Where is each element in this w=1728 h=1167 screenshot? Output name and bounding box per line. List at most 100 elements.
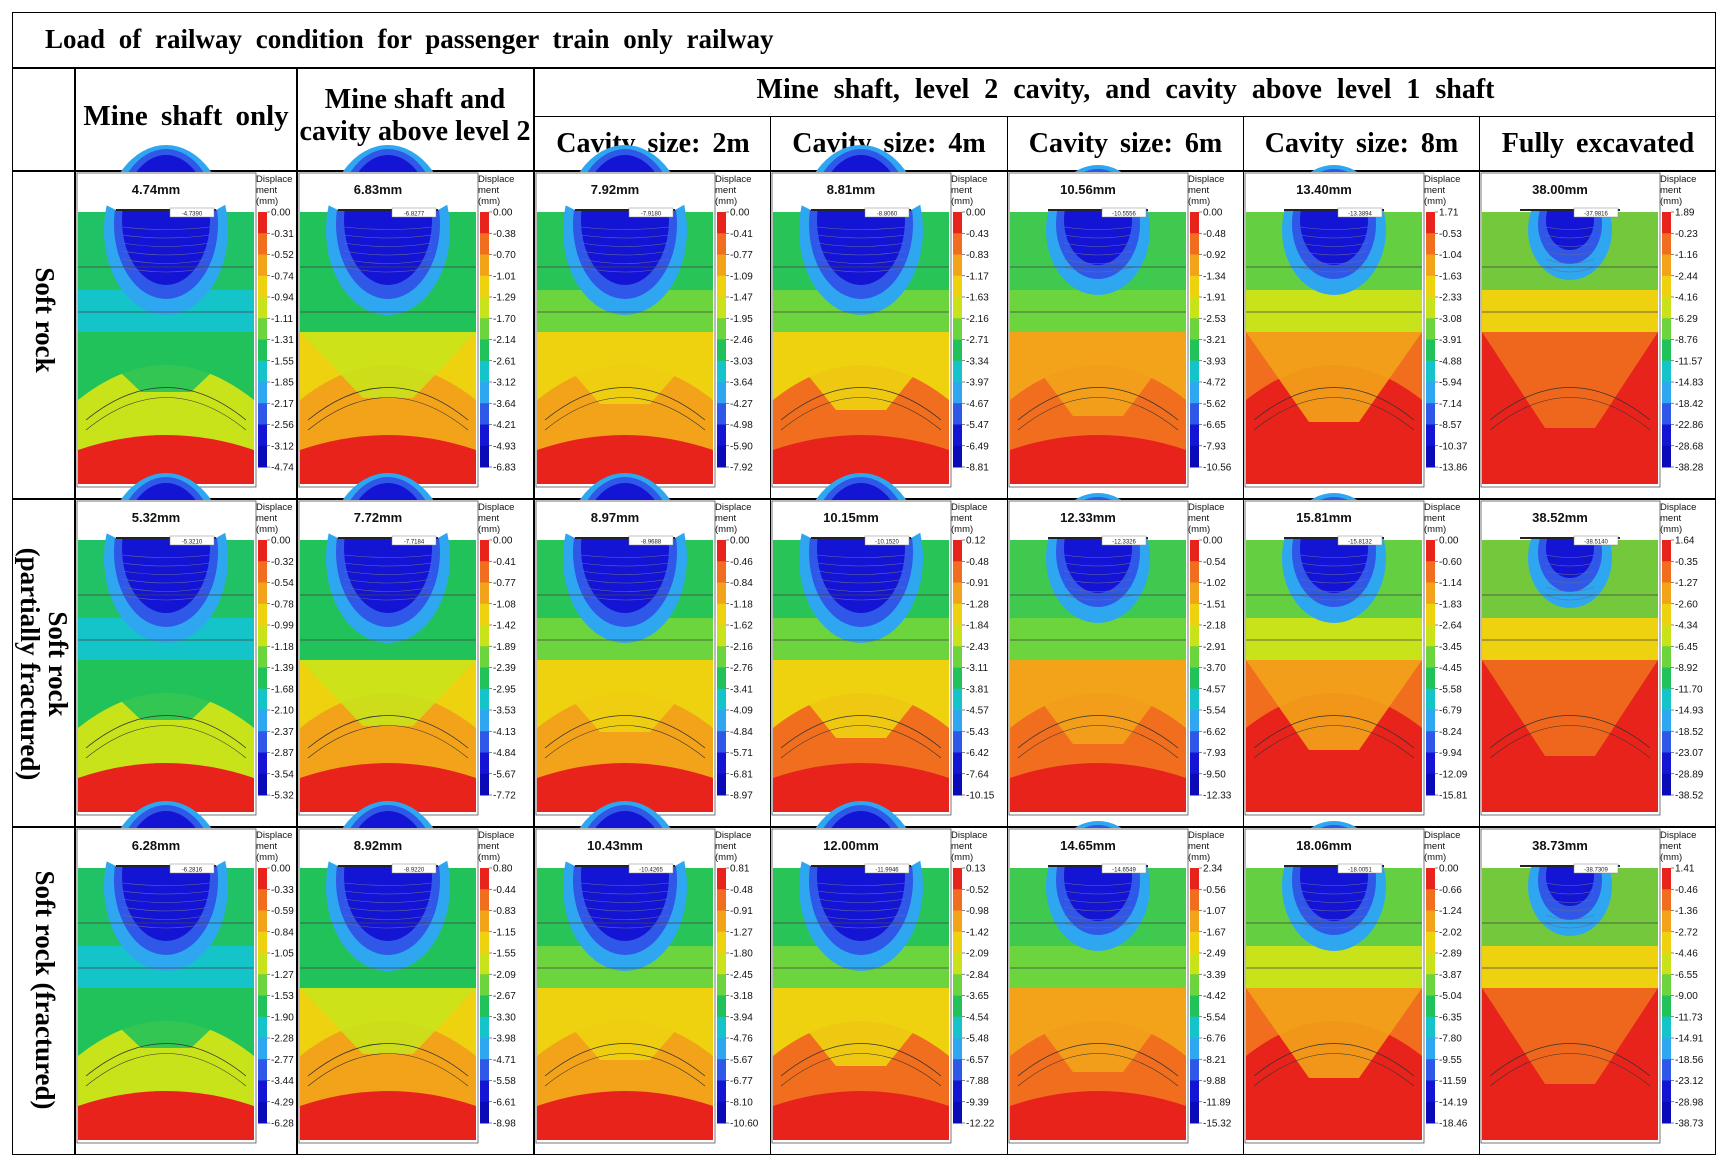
legend-swatch bbox=[1190, 1016, 1199, 1039]
legend-swatch bbox=[1426, 1016, 1435, 1039]
legend-swatch bbox=[480, 212, 489, 234]
legend-swatch bbox=[953, 889, 962, 911]
contour-line bbox=[1063, 266, 1133, 273]
legend-swatch bbox=[480, 931, 489, 954]
legend-title: Displace ment (mm) bbox=[951, 174, 987, 207]
legend-swatch bbox=[1426, 360, 1435, 383]
legend-value: -2.53 bbox=[1203, 314, 1226, 325]
middle-wedge bbox=[300, 332, 476, 398]
contour-line bbox=[343, 250, 433, 256]
legend-swatch bbox=[717, 868, 726, 890]
legend-swatch bbox=[1662, 868, 1671, 890]
probe-tag bbox=[628, 863, 674, 874]
contour-line bbox=[121, 898, 211, 903]
legend-value: -11.57 bbox=[1675, 356, 1703, 367]
legend-swatch bbox=[953, 445, 962, 468]
legend-swatch bbox=[953, 382, 962, 404]
arch-line bbox=[1489, 725, 1651, 759]
contour-line bbox=[121, 914, 211, 920]
legend-swatch bbox=[258, 625, 267, 647]
legend-swatch bbox=[953, 403, 962, 425]
contour-line bbox=[816, 882, 906, 886]
legend-swatch bbox=[258, 773, 267, 796]
legend-value: 0.00 bbox=[730, 208, 750, 219]
legend-swatch bbox=[1426, 1059, 1435, 1081]
legend-value: -1.89 bbox=[493, 642, 516, 653]
probe-value: -7.7184 bbox=[404, 540, 425, 546]
legend-value: -10.56 bbox=[1203, 463, 1232, 474]
legend-title-line: Displace bbox=[951, 174, 987, 185]
legend-swatch bbox=[1426, 254, 1435, 277]
legend-swatch bbox=[258, 297, 267, 319]
contour-line bbox=[1545, 562, 1595, 567]
legend-title-line: (mm) bbox=[1188, 196, 1210, 207]
legend-value: -22.86 bbox=[1675, 420, 1704, 431]
legend-swatch bbox=[953, 275, 962, 298]
legend-value: -5.67 bbox=[493, 769, 516, 780]
legend-swatch bbox=[1190, 995, 1199, 1018]
plot-frame bbox=[298, 828, 479, 1144]
legend-swatch bbox=[258, 403, 267, 425]
legend-swatch bbox=[1190, 953, 1199, 975]
probe-value: -6.2816 bbox=[182, 868, 203, 874]
legend-value: -3.65 bbox=[966, 991, 989, 1002]
legend-value: -12.09 bbox=[1439, 769, 1468, 780]
contour-line bbox=[1063, 914, 1133, 920]
legend-value: -14.19 bbox=[1439, 1097, 1468, 1108]
legend-swatch bbox=[1426, 233, 1435, 255]
legend-value: -3.12 bbox=[271, 441, 294, 452]
legend-swatch bbox=[1426, 582, 1435, 605]
arch-line bbox=[544, 725, 706, 759]
legend-value: -2.14 bbox=[493, 335, 516, 346]
legend-value: -1.16 bbox=[1675, 250, 1698, 261]
legend-swatch bbox=[480, 233, 489, 255]
probe-value: -11.9946 bbox=[875, 868, 899, 874]
legend-swatch bbox=[717, 212, 726, 234]
legend-swatch bbox=[258, 931, 267, 954]
legend-value: -1.80 bbox=[730, 949, 753, 960]
legend-value: -0.56 bbox=[1203, 885, 1226, 896]
contour-line bbox=[816, 226, 906, 230]
legend-value: -2.71 bbox=[966, 335, 989, 346]
legend-value: -3.41 bbox=[730, 684, 753, 695]
legend-value: -3.81 bbox=[966, 684, 989, 695]
probe-value: -15.8132 bbox=[1348, 540, 1372, 546]
probe-tag bbox=[864, 535, 910, 546]
legend-title-line: Displace bbox=[256, 174, 292, 185]
legend-swatch bbox=[258, 667, 267, 690]
legend-value: -6.76 bbox=[1203, 1034, 1226, 1045]
max-displacement-label: 12.33mm bbox=[1060, 510, 1116, 525]
legend-value: -2.76 bbox=[730, 663, 753, 674]
max-displacement-label: 15.81mm bbox=[1296, 510, 1352, 525]
contour-plot: 4.74mm -4.7390 Displace ment (mm)0.00 -0.31 -0… bbox=[76, 145, 294, 488]
legend-swatch bbox=[1662, 1080, 1671, 1103]
plot-frame bbox=[1008, 172, 1189, 488]
legend-title-line: (mm) bbox=[256, 196, 278, 207]
probe-tag bbox=[169, 863, 215, 874]
legend-value: -4.72 bbox=[1203, 378, 1226, 389]
legend-value: 1.71 bbox=[1439, 208, 1459, 219]
legend-value: -2.33 bbox=[1439, 293, 1462, 304]
legend-title-line: Displace bbox=[1424, 174, 1460, 185]
legend-value: -3.12 bbox=[493, 378, 516, 389]
contour-line bbox=[1299, 890, 1369, 895]
legend-swatch bbox=[717, 582, 726, 605]
legend-value: -14.83 bbox=[1675, 378, 1704, 389]
contour-line bbox=[1299, 242, 1369, 247]
contour-line bbox=[343, 914, 433, 920]
middle-wedge bbox=[537, 332, 713, 404]
legend-swatch bbox=[1190, 731, 1199, 753]
contour-plot: 6.28mm -6.2816 Displace ment (mm)0.00 -0.33 -0… bbox=[76, 801, 294, 1144]
max-displacement-label: 10.15mm bbox=[823, 510, 879, 525]
surface-cover bbox=[1008, 500, 1188, 538]
legend-value: -8.97 bbox=[730, 791, 753, 802]
legend-title-line: ment bbox=[951, 513, 972, 524]
legend-swatch bbox=[953, 646, 962, 668]
contour-line bbox=[343, 882, 433, 886]
arch-line bbox=[307, 1053, 469, 1087]
grid-line bbox=[533, 67, 535, 1155]
legend-swatch bbox=[1662, 582, 1671, 605]
legend-value: -2.17 bbox=[271, 399, 294, 410]
legend-swatch bbox=[258, 710, 267, 732]
legend-title-line: Displace bbox=[478, 174, 514, 185]
